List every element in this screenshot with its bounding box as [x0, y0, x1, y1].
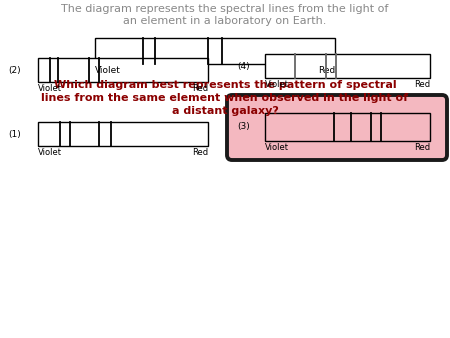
- Text: Red: Red: [414, 143, 430, 152]
- Text: Violet: Violet: [265, 143, 289, 152]
- Text: Violet: Violet: [38, 84, 62, 93]
- Bar: [265, 113, 430, 141]
- Text: Red: Red: [192, 148, 208, 157]
- Text: Violet: Violet: [265, 80, 289, 89]
- Bar: [265, 54, 430, 78]
- Text: (2): (2): [8, 66, 21, 74]
- Text: (3): (3): [237, 122, 250, 131]
- Text: Violet: Violet: [38, 148, 62, 157]
- Text: Red: Red: [192, 84, 208, 93]
- Text: Red: Red: [414, 80, 430, 89]
- Text: an element in a laboratory on Earth.: an element in a laboratory on Earth.: [123, 16, 327, 26]
- Bar: [38, 122, 208, 146]
- Text: The diagram represents the spectral lines from the light of: The diagram represents the spectral line…: [61, 4, 389, 14]
- Text: Violet: Violet: [95, 66, 121, 75]
- FancyBboxPatch shape: [227, 95, 447, 160]
- Text: (4): (4): [237, 62, 250, 71]
- Bar: [38, 58, 208, 82]
- Bar: [95, 38, 335, 64]
- Text: Which diagram best represents the pattern of spectral
lines from the same elemen: Which diagram best represents the patter…: [41, 80, 409, 116]
- Text: (1): (1): [8, 129, 21, 139]
- Text: Red: Red: [318, 66, 335, 75]
